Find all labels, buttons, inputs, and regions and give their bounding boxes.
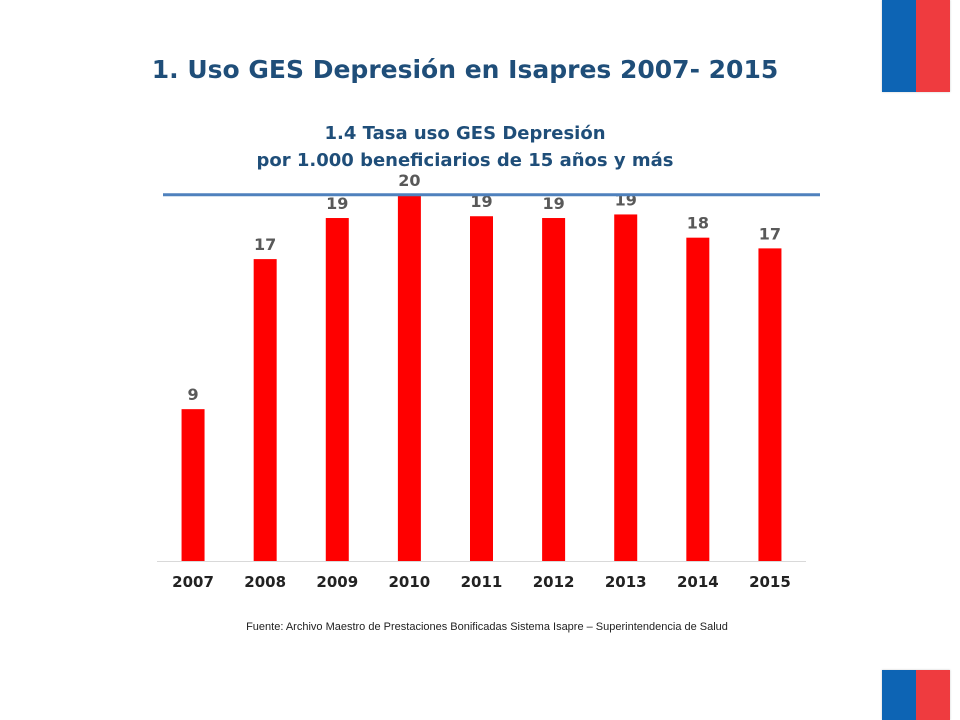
flag-red-band bbox=[916, 0, 950, 92]
data-label-2008: 17 bbox=[254, 235, 276, 254]
data-label-2011: 19 bbox=[470, 192, 492, 211]
bar-2011 bbox=[470, 216, 493, 561]
chart-subtitle: 1.4 Tasa uso GES Depresión por 1.000 ben… bbox=[0, 120, 930, 174]
subtitle-line-1: 1.4 Tasa uso GES Depresión bbox=[324, 123, 606, 144]
x-tick-label-2014: 2014 bbox=[677, 573, 719, 591]
bar-2007 bbox=[181, 409, 205, 561]
subtitle-line-2: por 1.000 beneficiarios de 15 años y más bbox=[256, 150, 674, 171]
x-tick-label-2010: 2010 bbox=[389, 573, 431, 591]
data-label-2007: 9 bbox=[187, 385, 198, 404]
flag-bottom-decoration bbox=[882, 670, 950, 720]
x-tick-label-2009: 2009 bbox=[316, 573, 358, 591]
bar-2009 bbox=[325, 218, 349, 561]
bar-2014 bbox=[686, 237, 710, 561]
source-note: Fuente: Archivo Maestro de Prestaciones … bbox=[246, 621, 728, 633]
x-tick-label-2011: 2011 bbox=[461, 573, 503, 591]
data-label-2012: 19 bbox=[542, 194, 564, 213]
flag-top-decoration bbox=[882, 0, 950, 92]
data-label-2014: 18 bbox=[687, 214, 709, 233]
x-tick-label-2008: 2008 bbox=[244, 573, 286, 591]
page-title: 1. Uso GES Depresión en Isapres 2007- 20… bbox=[151, 55, 779, 84]
flag-red-band bbox=[916, 670, 950, 720]
x-tick-label-2013: 2013 bbox=[605, 573, 647, 591]
bar-2015 bbox=[758, 248, 782, 562]
data-label-2010: 20 bbox=[398, 171, 420, 190]
data-label-2015: 17 bbox=[759, 224, 781, 243]
flag-blue-band bbox=[882, 670, 916, 720]
data-label-2009: 19 bbox=[326, 194, 348, 213]
x-tick-label-2012: 2012 bbox=[533, 573, 575, 591]
x-tick-label-2015: 2015 bbox=[749, 573, 791, 591]
x-tick-label-2007: 2007 bbox=[172, 573, 214, 591]
flag-blue-band bbox=[882, 0, 916, 92]
bar-2010 bbox=[397, 194, 421, 561]
bar-2012 bbox=[542, 218, 566, 561]
bar-2008 bbox=[253, 259, 277, 561]
bar-2013 bbox=[614, 214, 638, 562]
